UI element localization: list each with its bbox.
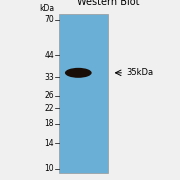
Bar — [59, 14, 108, 173]
Text: kDa: kDa — [39, 4, 54, 13]
Text: 70: 70 — [44, 15, 54, 24]
Text: 44: 44 — [44, 51, 54, 60]
Text: 26: 26 — [44, 91, 54, 100]
Text: 22: 22 — [44, 104, 54, 113]
Ellipse shape — [65, 68, 92, 78]
Text: 33: 33 — [44, 73, 54, 82]
Text: 18: 18 — [44, 119, 54, 128]
Text: 35kDa: 35kDa — [126, 68, 153, 77]
Text: Western Blot: Western Blot — [77, 0, 139, 7]
Text: 10: 10 — [44, 164, 54, 173]
Text: 14: 14 — [44, 139, 54, 148]
